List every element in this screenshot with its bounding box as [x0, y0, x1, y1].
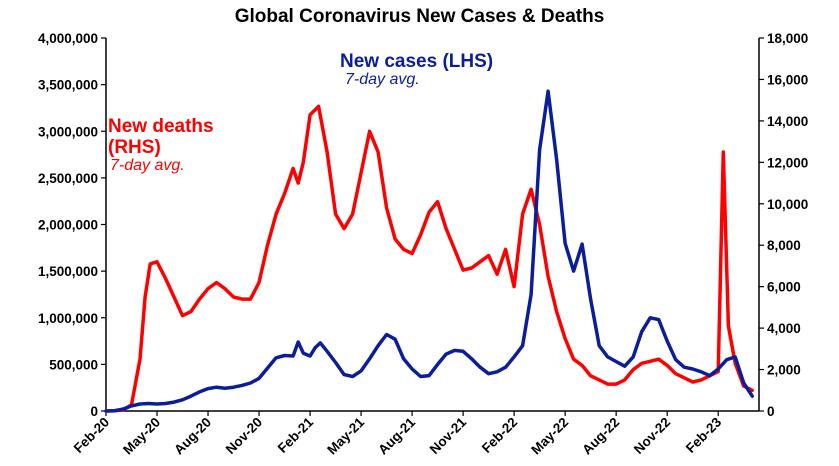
left-tick-label: 500,000	[49, 357, 98, 372]
right-tick-label: 4,000	[767, 321, 801, 336]
right-tick-label: 2,000	[767, 363, 801, 378]
right-tick-label: 0	[767, 404, 775, 419]
right-tick-label: 10,000	[767, 197, 808, 212]
left-tick-label: 3,000,000	[38, 124, 98, 139]
right-y-axis-ticks: 0 2,000 4,000 6,000 8,000 10,000 12,000 14,000 1…	[759, 31, 808, 419]
cases-label: New cases (LHS)	[340, 51, 493, 72]
right-tick-label: 16,000	[767, 72, 808, 87]
x-tick-label: Nov-20	[223, 415, 265, 457]
x-tick-label: Aug-21	[375, 414, 418, 457]
left-tick-label: 1,500,000	[38, 264, 98, 279]
right-tick-label: 14,000	[767, 114, 808, 129]
left-tick-label: 0	[90, 404, 98, 419]
chart-title: Global Coronavirus New Cases & Deaths	[234, 6, 605, 27]
left-tick-label: 4,000,000	[38, 31, 98, 46]
right-tick-label: 12,000	[767, 155, 808, 170]
left-tick-label: 2,000,000	[38, 218, 98, 233]
x-tick-label: May-22	[528, 415, 571, 458]
x-tick-label: Aug-20	[171, 415, 214, 458]
deaths-label-line1: New deaths	[108, 116, 214, 137]
x-tick-label: May-20	[120, 415, 163, 458]
cases-line	[104, 89, 754, 413]
left-y-axis-ticks: 0 500,000 1,000,000 1,500,000 2,000,000 2,500…	[38, 31, 106, 419]
right-tick-label: 18,000	[767, 31, 808, 46]
annotations: New cases (LHS) 7-day avg. New deaths (R…	[108, 51, 493, 174]
right-tick-label: 6,000	[767, 280, 801, 295]
x-tick-label: Aug-22	[579, 415, 622, 458]
left-tick-label: 3,500,000	[38, 78, 98, 93]
left-tick-label: 1,000,000	[38, 311, 98, 326]
x-tick-label: Nov-21	[427, 414, 470, 457]
right-tick-label: 8,000	[767, 238, 801, 253]
deaths-label-line2: (RHS)	[108, 137, 161, 158]
x-tick-label: Feb-21	[275, 414, 317, 456]
deaths-line	[104, 104, 754, 413]
series-lines	[104, 89, 754, 413]
cases-sub-label: 7-day avg.	[345, 71, 420, 88]
x-tick-label: May-21	[324, 414, 367, 457]
x-tick-label: Nov-22	[631, 415, 673, 457]
x-tick-label: Feb-22	[479, 415, 520, 456]
x-tick-label: Feb-23	[683, 414, 725, 456]
left-tick-label: 2,500,000	[38, 171, 98, 186]
x-axis-ticks: Feb-20 May-20 Aug-20 Nov-20 Feb-21 May-21 Aug-…	[71, 411, 725, 457]
axes	[105, 38, 760, 412]
x-tick-label: Feb-20	[71, 415, 112, 456]
deaths-sub-label: 7-day avg.	[110, 157, 185, 174]
